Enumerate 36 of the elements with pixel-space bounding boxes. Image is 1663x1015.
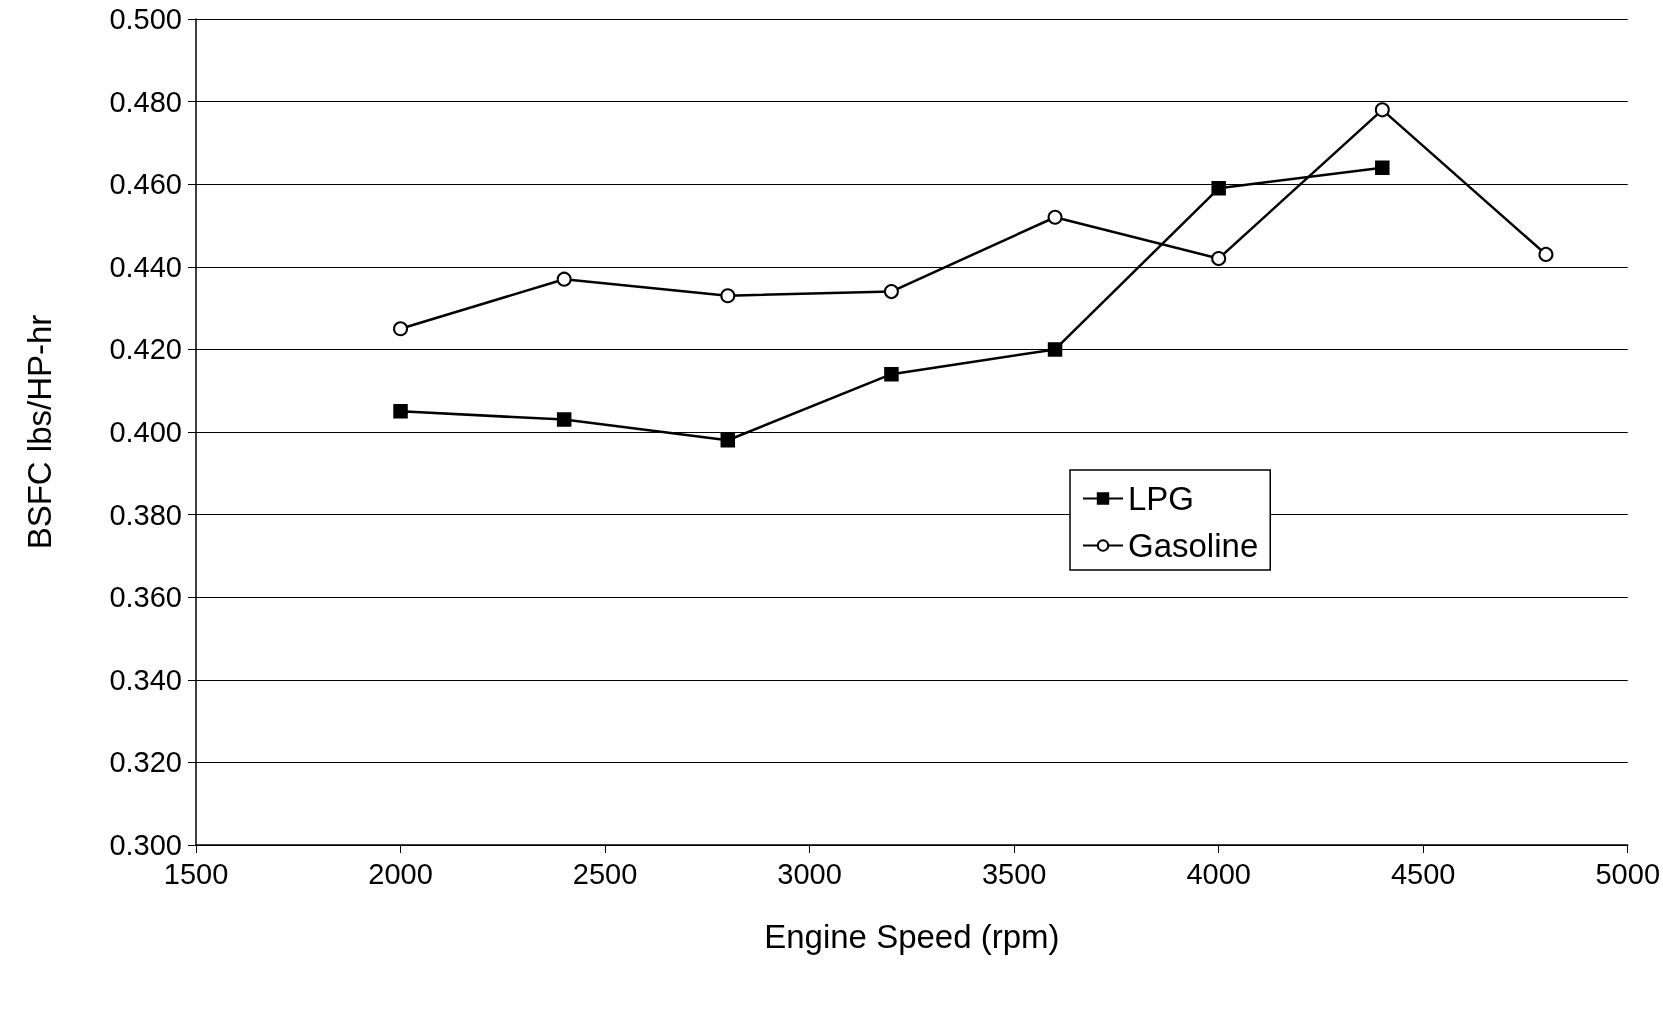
point bbox=[1538, 246, 1554, 262]
point bbox=[720, 288, 736, 304]
y-tick-label: 0.500 bbox=[109, 3, 182, 35]
legend-label: Gasoline bbox=[1128, 527, 1259, 564]
point bbox=[393, 404, 408, 419]
x-axis-title: Engine Speed (rpm) bbox=[764, 918, 1060, 955]
point bbox=[1374, 102, 1390, 118]
y-tick-label: 0.320 bbox=[109, 746, 182, 779]
point bbox=[1211, 251, 1227, 267]
point bbox=[393, 321, 409, 337]
y-tick-label: 0.440 bbox=[109, 250, 182, 283]
x-tick-label: 2000 bbox=[368, 857, 433, 890]
point bbox=[884, 366, 899, 382]
x-tick-label: 4000 bbox=[1186, 857, 1251, 890]
y-tick-label: 0.480 bbox=[109, 85, 182, 118]
x-tick-label: 3500 bbox=[981, 857, 1047, 890]
point bbox=[720, 433, 736, 448]
point bbox=[1375, 160, 1390, 175]
y-axis-title: BSFC lbs/HP-hr bbox=[21, 314, 58, 550]
point bbox=[556, 412, 572, 427]
point bbox=[556, 271, 572, 287]
y-tick-label: 0.360 bbox=[109, 581, 182, 614]
point bbox=[883, 284, 899, 300]
x-tick-label: 3000 bbox=[777, 857, 842, 890]
y-tick-label: 0.340 bbox=[109, 663, 182, 696]
x-tick-label: 4500 bbox=[1390, 857, 1456, 890]
y-tick-label: 0.400 bbox=[109, 416, 182, 448]
y-tick-label: 0.420 bbox=[109, 333, 182, 366]
x-tick-label: 2500 bbox=[572, 857, 638, 890]
point bbox=[1047, 342, 1063, 357]
point bbox=[1211, 181, 1226, 196]
legend-label: LPG bbox=[1128, 480, 1195, 517]
point bbox=[1047, 209, 1063, 225]
y-tick-label: 0.460 bbox=[109, 168, 182, 201]
y-tick-label: 0.380 bbox=[109, 498, 182, 531]
x-tick-label: 5000 bbox=[1595, 857, 1660, 890]
